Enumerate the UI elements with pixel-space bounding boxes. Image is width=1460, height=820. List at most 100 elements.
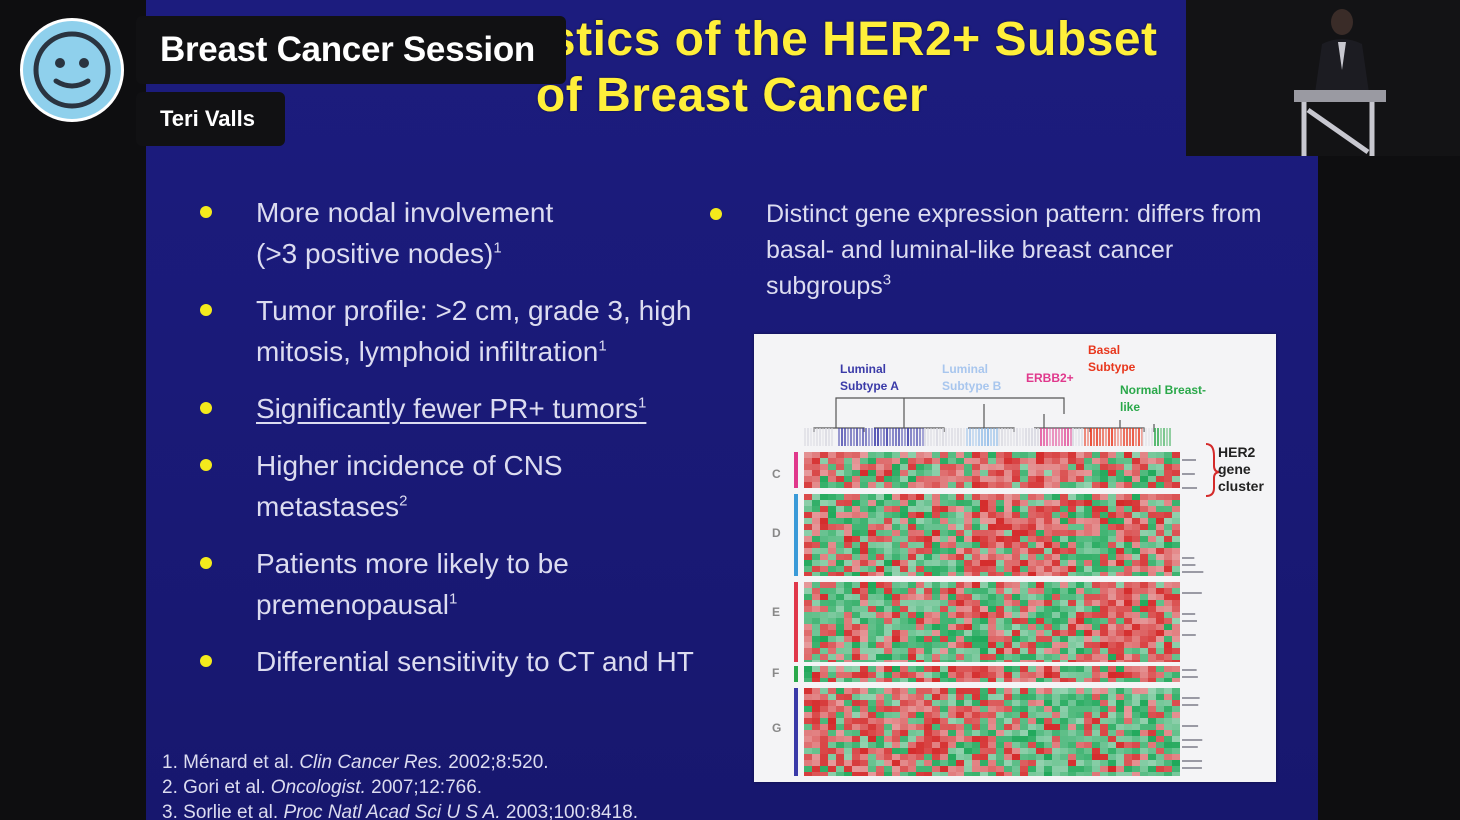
heatmap-cell — [1164, 548, 1172, 554]
heatmap-cell — [932, 548, 940, 554]
heatmap-cell — [940, 572, 948, 576]
heatmap-cell — [892, 600, 900, 606]
heatmap-cell — [988, 588, 996, 594]
heatmap-cell — [1012, 754, 1020, 760]
heatmap-cell — [980, 548, 988, 554]
bullet-list-right: Distinct gene expression pattern: differ… — [702, 196, 1292, 304]
heatmap-cell — [1132, 760, 1140, 766]
heatmap-cell — [1172, 494, 1180, 500]
subtype-bar-stripe — [1102, 428, 1104, 446]
heatmap-cell — [844, 452, 852, 458]
heatmap-cell — [1092, 588, 1100, 594]
heatmap-cell — [844, 730, 852, 736]
bullet-item: Higher incidence of CNS metastases2 — [192, 445, 656, 527]
heatmap-cell — [1172, 706, 1180, 712]
heatmap-cell — [1012, 582, 1020, 588]
heatmap-cell — [860, 612, 868, 618]
heatmap-cell — [1060, 706, 1068, 712]
heatmap-cell — [836, 482, 844, 488]
heatmap-cell — [804, 672, 812, 678]
heatmap-cell — [940, 618, 948, 624]
heatmap-cell — [852, 612, 860, 618]
heatmap-cell — [1052, 542, 1060, 548]
heatmap-cell — [908, 700, 916, 706]
heatmap-cell — [860, 700, 868, 706]
heatmap-cell — [860, 536, 868, 542]
bullet-dot-icon — [200, 557, 212, 569]
heatmap-cell — [1100, 524, 1108, 530]
heatmap-cell — [804, 648, 812, 654]
heatmap-cell — [876, 542, 884, 548]
heatmap-cell — [988, 458, 996, 464]
heatmap-cell — [852, 712, 860, 718]
heatmap-cell — [916, 624, 924, 630]
heatmap-cell — [1028, 494, 1036, 500]
heatmap-cell — [836, 688, 844, 694]
heatmap-cell — [1004, 754, 1012, 760]
heatmap-cell — [1052, 482, 1060, 488]
heatmap-cell — [868, 588, 876, 594]
heatmap-cell — [852, 588, 860, 594]
heatmap-cell — [892, 548, 900, 554]
heatmap-cell — [980, 536, 988, 542]
heatmap-cell — [908, 494, 916, 500]
heatmap-cell — [916, 642, 924, 648]
heatmap-cell — [1020, 518, 1028, 524]
heatmap-cell — [804, 476, 812, 482]
heatmap-cell — [876, 712, 884, 718]
heatmap-cell — [828, 600, 836, 606]
heatmap-cell — [988, 630, 996, 636]
heatmap-cell — [1092, 636, 1100, 642]
subtype-bar-stripe — [889, 428, 891, 446]
subtype-bar-stripe — [1075, 428, 1077, 446]
heatmap-cell — [1076, 618, 1084, 624]
bullet-text: Higher incidence of CNS metastases — [256, 450, 563, 522]
heatmap-cell — [852, 566, 860, 572]
heatmap-cell — [1004, 642, 1012, 648]
heatmap-cell — [1116, 594, 1124, 600]
heatmap-cell — [860, 660, 868, 662]
speaker-video-thumbnail[interactable] — [1186, 0, 1460, 156]
heatmap-cell — [1068, 572, 1076, 576]
heatmap-cell — [956, 554, 964, 560]
heatmap-cell — [1052, 518, 1060, 524]
heatmap-cell — [1148, 736, 1156, 742]
heatmap-cell — [1060, 452, 1068, 458]
subtype-bar-stripe — [807, 428, 809, 446]
heatmap-cell — [1052, 630, 1060, 636]
heatmap-cell — [1084, 612, 1092, 618]
avatar[interactable] — [20, 18, 124, 122]
subtype-bar-stripe — [1010, 428, 1012, 446]
heatmap-cell — [1084, 772, 1092, 776]
heatmap-cell — [932, 772, 940, 776]
heatmap-cell — [1044, 672, 1052, 678]
heatmap-cell — [940, 606, 948, 612]
subtype-bar-stripe — [998, 428, 1000, 446]
heatmap-cell — [892, 512, 900, 518]
heatmap-cell — [1148, 742, 1156, 748]
heatmap-cell — [1004, 612, 1012, 618]
subtype-bar-stripe — [1087, 428, 1089, 446]
heatmap-cell — [884, 500, 892, 506]
heatmap-cell — [1020, 618, 1028, 624]
heatmap-cell — [1100, 772, 1108, 776]
heatmap-cell — [1116, 582, 1124, 588]
heatmap-cell — [1068, 754, 1076, 760]
heatmap-cell — [812, 512, 820, 518]
heatmap-cell — [988, 766, 996, 772]
heatmap-cell — [1092, 494, 1100, 500]
heatmap-cell — [908, 666, 916, 672]
heatmap-cell — [804, 512, 812, 518]
heatmap-cell — [1124, 754, 1132, 760]
heatmap-cell — [868, 600, 876, 606]
subtype-bar-stripe — [804, 428, 806, 446]
heatmap-cell — [1092, 470, 1100, 476]
heatmap-cell — [1172, 760, 1180, 766]
heatmap-cell — [1148, 600, 1156, 606]
heatmap-cell — [1116, 636, 1124, 642]
heatmap-cell — [1068, 772, 1076, 776]
heatmap-cell — [1028, 512, 1036, 518]
heatmap-cell — [852, 748, 860, 754]
heatmap-cell — [844, 464, 852, 470]
heatmap-cell — [876, 654, 884, 660]
